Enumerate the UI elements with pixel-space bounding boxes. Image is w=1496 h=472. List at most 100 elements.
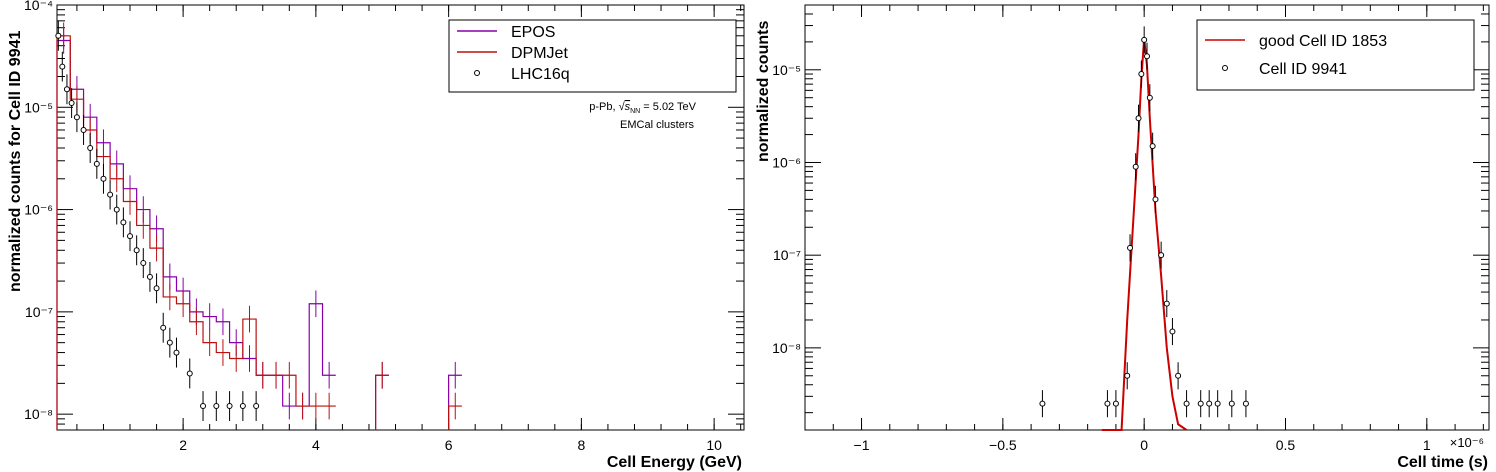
legend: EPOS DPMJet LHC16q [448, 19, 737, 93]
legend-label: good Cell ID 1853 [1259, 33, 1387, 50]
data-point [1039, 400, 1046, 407]
data-point [1158, 252, 1165, 259]
data-point [63, 86, 70, 93]
data-point [1127, 244, 1134, 251]
data-point [1141, 36, 1148, 43]
x-tick-label: 0 [1140, 437, 1148, 453]
data-point [1169, 328, 1176, 335]
y-axis-label: normalized counts for Cell ID 9941 [7, 31, 24, 293]
data-point [153, 285, 160, 292]
sqrt-symbol: √ [619, 101, 626, 113]
series-dpmjet [56, 22, 462, 430]
data-point [93, 160, 100, 167]
data-point [120, 219, 127, 226]
data-point [113, 206, 120, 213]
data-point [160, 324, 167, 331]
legend-box [1196, 19, 1475, 91]
y-tick-label: 10⁻⁷ [25, 304, 53, 320]
data-point [173, 349, 180, 356]
y-axis-label: normalized counts [755, 21, 772, 162]
data-point [1152, 196, 1159, 203]
data-point [1132, 163, 1139, 170]
energy-panel: 2 4 6 8 10 10⁻⁸ 10⁻⁷ 10⁻⁶ 10⁻⁵ 10⁻⁴ Cell Energy (… [7, 0, 745, 471]
annotation: p-Pb, √sNN = 5.02 TeV EMCal clusters [589, 101, 696, 131]
series-lhc16q [55, 20, 260, 422]
y-tick-label: 10⁻⁵ [24, 99, 53, 115]
data-point [59, 63, 66, 70]
y-tick-label: 10⁻⁸ [772, 340, 801, 356]
data-point [140, 260, 147, 267]
data-point [127, 233, 134, 240]
legend-label: DPMJet [511, 45, 568, 62]
legend-swatch [1222, 65, 1228, 71]
data-point [213, 403, 220, 410]
data-point [1149, 143, 1156, 150]
annotation-suffix: = 5.02 TeV [640, 101, 696, 113]
x-tick-label: −0.5 [989, 437, 1017, 453]
data-point [226, 403, 233, 410]
series-line [1101, 37, 1188, 431]
data-point [68, 100, 75, 107]
plot-frame [804, 4, 1490, 431]
y-tick-label: 10⁻⁴ [24, 0, 53, 13]
annotation-prefix: p-Pb, [589, 101, 618, 113]
x-tick-label: 0.5 [1276, 437, 1296, 453]
data-point [1163, 300, 1170, 307]
data-point [1175, 372, 1182, 379]
x-exponent-label: ×10⁻⁶ [1450, 435, 1484, 450]
data-point [239, 403, 246, 410]
data-point [1135, 115, 1142, 122]
data-point [55, 32, 62, 39]
data-point [80, 126, 87, 133]
y-tick-label: 10⁻⁷ [773, 247, 801, 263]
step-line [56, 35, 462, 430]
y-tick-label: 10⁻⁵ [772, 62, 801, 78]
data-point [1144, 53, 1150, 60]
legend-label: Cell ID 9941 [1259, 61, 1347, 78]
legend-label: LHC16q [511, 66, 570, 83]
data-point [1146, 94, 1153, 101]
data-point [1242, 400, 1249, 407]
y-tick-label: 10⁻⁸ [24, 406, 53, 422]
data-point [87, 144, 94, 151]
data-point [200, 403, 207, 410]
x-tick-label: 1 [1423, 437, 1431, 453]
series-cell-id-9941 [1039, 26, 1249, 418]
data-point [1183, 400, 1190, 407]
annotation-line2: EMCal clusters [620, 119, 694, 131]
data-point [100, 175, 107, 182]
svg-text:p-Pb, √sNN = 5.02 TeV: p-Pb, √sNN = 5.02 TeV [589, 101, 696, 115]
data-point [133, 247, 140, 254]
data-point [166, 339, 173, 346]
x-tick-label: 10 [706, 437, 722, 453]
legend: good Cell ID 1853 Cell ID 9941 [1196, 19, 1475, 91]
data-point [1124, 372, 1131, 379]
series-epos [56, 27, 462, 430]
data-point [1197, 400, 1204, 407]
x-tick-label: 6 [445, 437, 453, 453]
axis-ticks: −1 −0.5 0 0.5 1 10⁻⁸ 10⁻⁷ 10⁻⁶ 10⁻⁵ [772, 4, 1489, 453]
x-axis-label: Cell Energy (GeV) [607, 454, 742, 471]
x-tick-label: 4 [312, 437, 320, 453]
data-point [1228, 400, 1235, 407]
legend-box [448, 19, 737, 93]
data-point [1138, 71, 1145, 78]
data-point [253, 403, 260, 410]
data-point [73, 114, 80, 121]
data-point [107, 191, 114, 198]
time-panel: −1 −0.5 0 0.5 1 10⁻⁸ 10⁻⁷ 10⁻⁶ 10⁻⁵ Cell time (s… [755, 4, 1490, 471]
data-point [146, 273, 153, 280]
data-point [186, 370, 193, 377]
data-point [1206, 400, 1213, 407]
series-layer [55, 20, 462, 430]
data-point [1214, 400, 1221, 407]
data-point [1112, 400, 1119, 407]
y-tick-label: 10⁻⁶ [772, 154, 801, 170]
legend-label: EPOS [511, 24, 555, 41]
series-good-cell-id-1853 [1101, 37, 1188, 431]
series-layer [1039, 26, 1249, 431]
y-tick-label: 10⁻⁶ [24, 202, 53, 218]
x-axis-label: Cell time (s) [1397, 454, 1488, 471]
data-point [1104, 400, 1111, 407]
